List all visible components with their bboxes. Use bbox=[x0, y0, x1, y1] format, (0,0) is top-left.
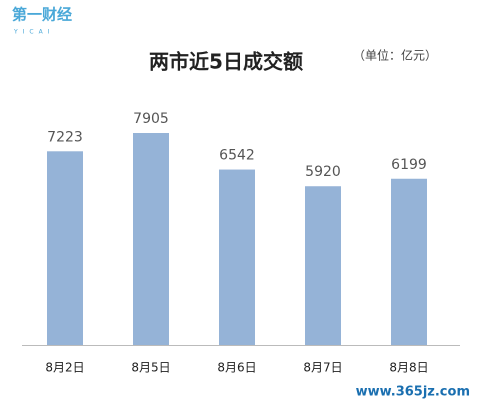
x-tick-label: 8月2日 bbox=[45, 361, 84, 375]
chart-title: 两市近5日成交额 bbox=[149, 50, 303, 74]
x-tick-label: 8月7日 bbox=[303, 361, 342, 375]
value-label: 5920 bbox=[305, 164, 341, 180]
x-tick-label: 8月5日 bbox=[131, 361, 170, 375]
bar bbox=[391, 178, 427, 345]
logo-sub: YICAI bbox=[13, 29, 55, 36]
chart-subtitle: （单位：亿元） bbox=[353, 48, 437, 63]
value-label: 6199 bbox=[391, 157, 427, 173]
value-label: 7905 bbox=[133, 111, 169, 127]
value-label: 6542 bbox=[219, 148, 255, 164]
x-tick-label: 8月8日 bbox=[389, 361, 428, 375]
bar bbox=[305, 186, 341, 345]
x-tick-label: 8月6日 bbox=[217, 361, 256, 375]
value-label: 7223 bbox=[47, 129, 83, 145]
bar bbox=[219, 169, 255, 345]
watermark: www.365jz.com bbox=[356, 385, 470, 400]
bar bbox=[47, 151, 83, 345]
logo: 第一财经 bbox=[12, 6, 72, 24]
bar bbox=[133, 133, 169, 345]
